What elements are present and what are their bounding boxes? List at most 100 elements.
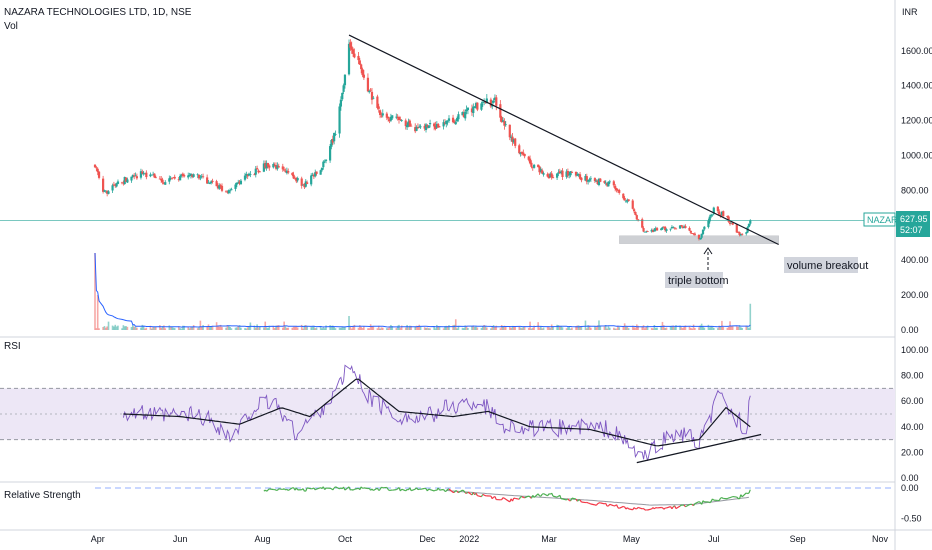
candle-body <box>328 146 332 161</box>
rs-line-segment <box>528 495 531 498</box>
volume-bar <box>338 327 341 330</box>
rs-line-segment <box>708 501 711 504</box>
candle-body <box>397 116 401 121</box>
rsi-line <box>122 364 751 461</box>
volume-bar <box>398 324 400 330</box>
volume-bar <box>598 320 600 330</box>
volume-bar <box>259 326 261 330</box>
candle-body <box>191 174 194 177</box>
candle-body <box>614 185 617 189</box>
candle-body <box>514 138 517 146</box>
candle-body <box>142 173 145 175</box>
candle-body <box>265 162 268 169</box>
volume-bar <box>218 326 221 330</box>
candle-body <box>727 216 730 222</box>
volume-breakout-label[interactable]: volume breakout <box>787 260 868 272</box>
candle-body <box>650 229 653 232</box>
volume-bar <box>302 328 304 330</box>
candle-body <box>111 185 114 191</box>
candle-body <box>312 174 315 177</box>
volume-bar <box>463 328 465 330</box>
candle-body <box>627 199 630 201</box>
candle-body <box>634 211 637 216</box>
rs-line-segment <box>453 490 457 493</box>
volume-bar <box>379 328 381 330</box>
candle-body <box>569 171 572 176</box>
volume-bar <box>238 325 241 330</box>
resistance-trendline[interactable] <box>348 34 779 246</box>
volume-bar <box>303 325 306 330</box>
rs-line-segment <box>701 500 704 505</box>
rs-line-segment <box>462 489 465 492</box>
candle-body <box>565 171 568 177</box>
volume-bar <box>113 326 115 330</box>
rs-line-segment <box>410 488 416 492</box>
rs-line-segment <box>693 503 696 506</box>
rs-line-segment <box>314 488 317 491</box>
candle-body <box>123 176 126 184</box>
volume-bar <box>121 328 123 330</box>
volume-bar <box>183 325 185 330</box>
rs-line-segment <box>395 488 398 491</box>
volume-bar <box>434 328 437 330</box>
symbol-title[interactable]: NAZARA TECHNOLOGIES LTD, 1D, NSE <box>4 7 192 18</box>
candle-body <box>257 170 260 173</box>
candle-body <box>164 182 167 185</box>
rsi-ma-line <box>123 378 751 447</box>
volume-bar <box>481 326 484 330</box>
candle-body <box>641 219 644 228</box>
volume-bar <box>622 326 625 330</box>
volume-bar <box>377 325 380 330</box>
rs-line-segment <box>437 487 441 491</box>
candle-body <box>557 172 560 174</box>
volume-bar <box>294 326 296 330</box>
candle-body <box>249 174 252 175</box>
volume-bar <box>192 325 195 330</box>
volume-bar <box>698 327 700 330</box>
volume-bar <box>395 328 398 330</box>
volume-bar <box>684 325 687 330</box>
rs-line-segment <box>420 487 425 490</box>
rsi-support-trendline[interactable] <box>636 433 762 464</box>
candle-body <box>689 230 692 233</box>
candle-body <box>605 183 609 186</box>
candle-body <box>595 180 598 182</box>
candle-body <box>287 171 290 173</box>
price-badge <box>896 211 930 237</box>
volume-bar <box>169 326 172 330</box>
volume-bar <box>453 324 456 330</box>
rs-line-segment <box>515 497 520 500</box>
candle-body <box>637 219 640 221</box>
volume-bar <box>341 326 344 330</box>
candle-body <box>503 121 506 126</box>
rs-line-segment <box>741 492 747 498</box>
volume-bar <box>606 328 608 330</box>
volume-bar <box>454 319 457 330</box>
candle-body <box>291 173 294 175</box>
volume-bar <box>549 328 552 330</box>
rsi-tick-label: 40.00 <box>901 422 924 432</box>
volume-bar <box>210 326 212 330</box>
rs-line-segment <box>597 502 600 505</box>
volume-bar <box>353 324 356 330</box>
ticker-badge <box>863 212 896 227</box>
candle-body <box>728 222 732 225</box>
candle-body <box>112 184 116 186</box>
triple-bottom-label[interactable]: triple bottom <box>668 275 729 287</box>
price-badge-value: 627.95 <box>900 214 928 224</box>
volume-bar <box>671 326 673 330</box>
rs-line-segment <box>286 488 289 491</box>
candle-body <box>604 182 607 184</box>
rsi-tick-label: 80.00 <box>901 371 924 381</box>
rs-line-segment <box>587 502 590 505</box>
price-tick-label: 200.00 <box>901 290 929 300</box>
volume-bar <box>726 327 729 330</box>
candle-body <box>642 228 645 232</box>
rs-line-segment <box>518 496 522 500</box>
rs-line-segment <box>352 488 355 491</box>
candle-body <box>330 140 333 147</box>
volume-bar <box>457 326 460 330</box>
volume-bar <box>296 327 299 330</box>
